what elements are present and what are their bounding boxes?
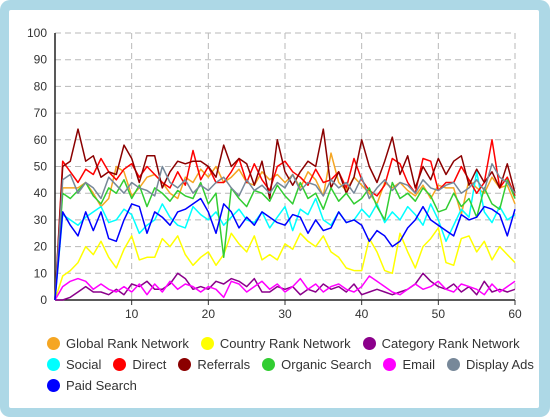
series-line-global-rank-network (54, 152, 516, 301)
grid-lines (55, 32, 516, 300)
legend-label: Referrals (197, 357, 251, 372)
x-tick-label: 40 (355, 307, 369, 321)
legend-swatch-icon (113, 358, 127, 371)
series-line-display-ads (54, 163, 516, 301)
series-line-email (54, 275, 516, 301)
y-tick-label: 30 (34, 213, 48, 227)
series-line-country-rank-network (54, 227, 516, 301)
y-tick-label: 90 (34, 53, 48, 67)
y-tick-label: 20 (34, 240, 48, 254)
legend-item[interactable]: Country Rank Network (200, 336, 351, 351)
legend: Global Rank Network Country Rank Network C… (47, 333, 537, 396)
legend-label: Organic Search (281, 357, 372, 372)
legend-item[interactable]: Direct (113, 357, 166, 372)
series-line-organic-search (54, 179, 516, 301)
series-line-referrals (54, 128, 516, 301)
legend-label: Display Ads (465, 357, 534, 372)
y-tick-label: 70 (34, 106, 48, 120)
legend-item[interactable]: Organic Search (262, 357, 371, 372)
legend-label: Email (402, 357, 435, 372)
legend-row: Paid Search (47, 375, 537, 396)
y-tick-label: 60 (34, 133, 48, 147)
x-tick-label: 20 (202, 307, 216, 321)
series-line-category-rank-network (55, 272, 516, 301)
legend-swatch-icon (383, 358, 397, 371)
legend-item[interactable]: Social (47, 357, 101, 372)
y-tick-label: 10 (34, 266, 48, 280)
legend-item[interactable]: Global Rank Network (47, 336, 189, 351)
y-tick-label: 80 (34, 79, 48, 93)
legend-swatch-icon (47, 379, 60, 392)
y-tick-label: 50 (34, 160, 48, 174)
legend-label: Social (66, 357, 102, 372)
legend-row: Social Direct Referrals Organic Search Email… (47, 354, 537, 375)
legend-item[interactable]: Paid Search (47, 378, 137, 393)
legend-row: Global Rank Network Country Rank Network C… (47, 333, 537, 354)
legend-label: Category Rank Network (381, 336, 520, 351)
x-tick-label: 10 (125, 307, 139, 321)
series-lines (54, 128, 516, 301)
legend-swatch-icon (262, 358, 276, 371)
legend-item[interactable]: Display Ads (446, 357, 534, 372)
axes (54, 33, 516, 305)
legend-item[interactable]: Referrals (178, 357, 250, 372)
series-line-paid-search (54, 197, 516, 301)
y-tick-label: 100 (27, 26, 47, 40)
legend-swatch-icon (362, 337, 376, 350)
legend-label: Global Rank Network (66, 336, 189, 351)
legend-swatch-icon (200, 337, 214, 350)
legend-label: Paid Search (66, 378, 137, 393)
legend-swatch-icon (47, 358, 60, 371)
y-tick-label: 40 (34, 186, 48, 200)
x-tick-label: 50 (432, 307, 446, 321)
x-tick-label: 30 (278, 307, 292, 321)
series-line-social (54, 171, 516, 301)
legend-label: Country Rank Network (219, 336, 351, 351)
legend-swatch-icon (178, 358, 192, 371)
legend-item[interactable]: Email (383, 357, 435, 372)
legend-swatch-icon (47, 337, 60, 350)
legend-item[interactable]: Category Rank Network (362, 336, 520, 351)
legend-label: Direct (132, 357, 167, 372)
x-tick-label: 60 (508, 307, 522, 321)
y-tick-label: 0 (40, 293, 47, 307)
legend-swatch-icon (446, 358, 460, 371)
tick-labels: 0 10 20 30 40 50 60 70 80 90 100 10 20 30 40 50 60 (27, 26, 522, 321)
